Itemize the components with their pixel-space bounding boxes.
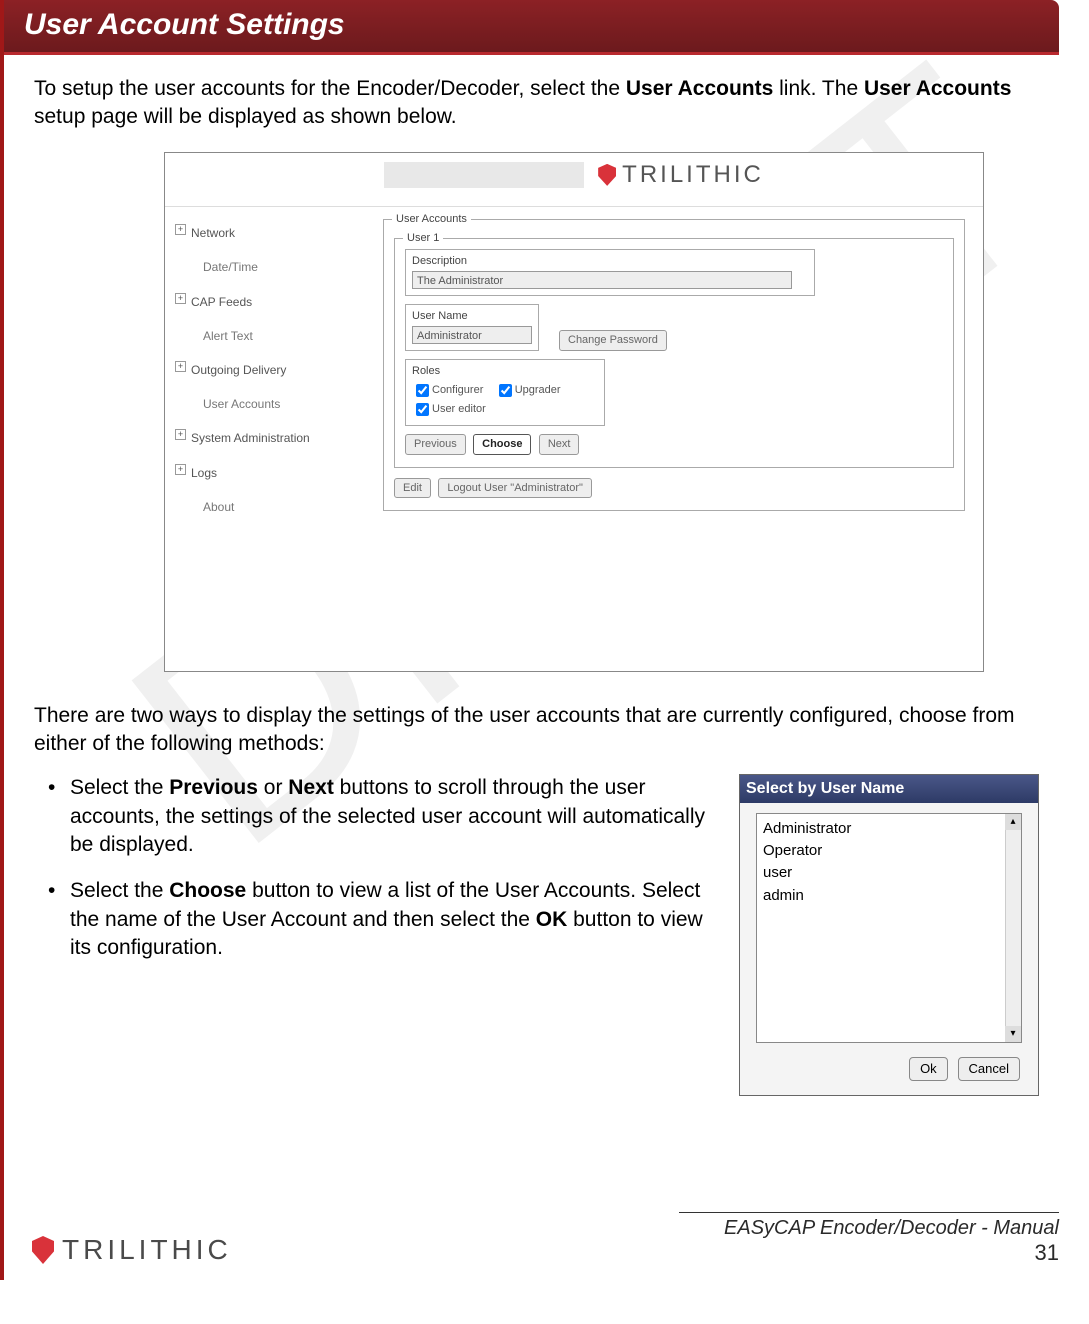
bullet-2: Select the Choose button to view a list …: [34, 877, 719, 962]
page-number: 31: [679, 1240, 1059, 1266]
description-label: Description: [412, 254, 808, 269]
user1-fieldset: User 1 Description The Administrator Use…: [394, 238, 954, 467]
username-group: User Name Administrator: [405, 304, 539, 351]
role-upgrader-checkbox[interactable]: [499, 384, 512, 397]
role-upgrader-label: Upgrader: [515, 384, 561, 396]
fieldset-legend-user: User 1: [403, 231, 443, 246]
intro-mid: link. The: [773, 77, 864, 100]
roles-label: Roles: [412, 364, 598, 379]
nav-datetime[interactable]: Date/Time: [173, 253, 357, 281]
role-configurer[interactable]: Configurer: [412, 384, 483, 396]
bullet-1: Select the Previous or Next buttons to s…: [34, 774, 719, 859]
intro-bold-1: User Accounts: [626, 77, 773, 100]
nav-logs[interactable]: Logs: [173, 459, 357, 487]
shield-icon: [32, 1236, 54, 1264]
page-title: User Account Settings: [4, 0, 1059, 55]
list-item[interactable]: user: [761, 862, 1017, 884]
nav-sysadmin[interactable]: System Administration: [173, 424, 357, 452]
sidebar: Network Date/Time CAP Feeds Alert Text O…: [165, 207, 365, 539]
intro-paragraph: To setup the user accounts for the Encod…: [34, 75, 1039, 132]
footer-doc-title: EASyCAP Encoder/Decoder - Manual: [724, 1217, 1059, 1239]
role-upgrader[interactable]: Upgrader: [495, 384, 561, 396]
select-by-username-dialog: Select by User Name Administrator Operat…: [739, 774, 1039, 1096]
role-configurer-checkbox[interactable]: [416, 384, 429, 397]
user-accounts-fieldset: User Accounts User 1 Description The Adm…: [383, 219, 965, 511]
role-usereditor-label: User editor: [432, 403, 486, 415]
previous-button[interactable]: Previous: [405, 434, 466, 455]
nav-network[interactable]: Network: [173, 219, 357, 247]
b2-bold1: Choose: [169, 879, 246, 902]
next-button[interactable]: Next: [539, 434, 580, 455]
nav-useraccounts[interactable]: User Accounts: [173, 390, 357, 418]
scrollbar[interactable]: [1005, 814, 1021, 1042]
choose-button[interactable]: Choose: [473, 434, 531, 455]
b1-bold2: Next: [288, 776, 334, 799]
b2-bold2: OK: [536, 908, 568, 931]
shield-icon: [598, 164, 616, 186]
scroll-up-icon[interactable]: ▴: [1005, 814, 1021, 830]
b1-mid: or: [258, 776, 288, 799]
ok-button[interactable]: Ok: [909, 1057, 948, 1081]
brand-text: TRILITHIC: [622, 159, 764, 191]
nav-alerttext[interactable]: Alert Text: [173, 322, 357, 350]
edit-button[interactable]: Edit: [394, 478, 431, 499]
dialog-title: Select by User Name: [740, 775, 1038, 803]
footer-brand-text: TRILITHIC: [62, 1234, 232, 1266]
list-item[interactable]: Operator: [761, 840, 1017, 862]
b1-pre: Select the: [70, 776, 169, 799]
scroll-down-icon[interactable]: ▾: [1005, 1026, 1021, 1042]
username-label: User Name: [412, 309, 532, 324]
list-item[interactable]: Administrator: [761, 818, 1017, 840]
intro-bold-2: User Accounts: [864, 77, 1011, 100]
fieldset-legend-outer: User Accounts: [392, 212, 471, 227]
role-usereditor-checkbox[interactable]: [416, 403, 429, 416]
description-input[interactable]: The Administrator: [412, 271, 792, 289]
app-header: TRILITHIC: [165, 153, 983, 208]
intro-pre: To setup the user accounts for the Encod…: [34, 77, 626, 100]
b1-bold1: Previous: [169, 776, 258, 799]
role-usereditor[interactable]: User editor: [412, 403, 486, 415]
list-item[interactable]: admin: [761, 885, 1017, 907]
roles-group: Roles Configurer Upgrader User editor: [405, 359, 605, 426]
nav-capfeeds[interactable]: CAP Feeds: [173, 288, 357, 316]
paragraph-2: There are two ways to display the settin…: [34, 702, 1039, 759]
user-list[interactable]: Administrator Operator user admin ▴ ▾: [756, 813, 1022, 1043]
role-configurer-label: Configurer: [432, 384, 483, 396]
b2-pre: Select the: [70, 879, 169, 902]
footer-brand: TRILITHIC: [32, 1234, 232, 1266]
username-input[interactable]: Administrator: [412, 326, 532, 344]
header-spacer: [384, 162, 584, 188]
change-password-button[interactable]: Change Password: [559, 330, 667, 351]
nav-about[interactable]: About: [173, 493, 357, 521]
nav-outgoing[interactable]: Outgoing Delivery: [173, 356, 357, 384]
cancel-button[interactable]: Cancel: [958, 1057, 1020, 1081]
app-screenshot: TRILITHIC Network Date/Time CAP Feeds Al…: [164, 152, 984, 672]
description-group: Description The Administrator: [405, 249, 815, 296]
logout-user-button[interactable]: Logout User "Administrator": [438, 478, 592, 499]
intro-post: setup page will be displayed as shown be…: [34, 105, 457, 128]
